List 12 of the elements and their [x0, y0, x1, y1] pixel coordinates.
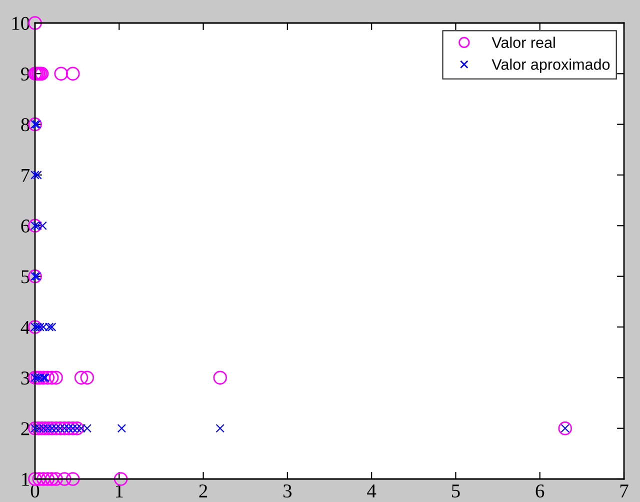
x-tick-label: 2 — [199, 484, 208, 498]
x-tick-label: 1 — [116, 484, 123, 498]
legend-label: Valor aproximado — [492, 58, 610, 73]
x-tick-label: 6 — [536, 484, 544, 498]
y-tick-label: 1 — [22, 472, 29, 486]
legend-label: Valor real — [492, 36, 555, 48]
x-tick-label: 4 — [367, 484, 376, 498]
x-tick-label: 3 — [283, 484, 292, 498]
x-tick-label: 7 — [620, 484, 628, 498]
y-tick-label: 7 — [22, 169, 30, 182]
y-tick-label: 2 — [21, 422, 30, 436]
x-tick-label: 5 — [452, 484, 460, 498]
